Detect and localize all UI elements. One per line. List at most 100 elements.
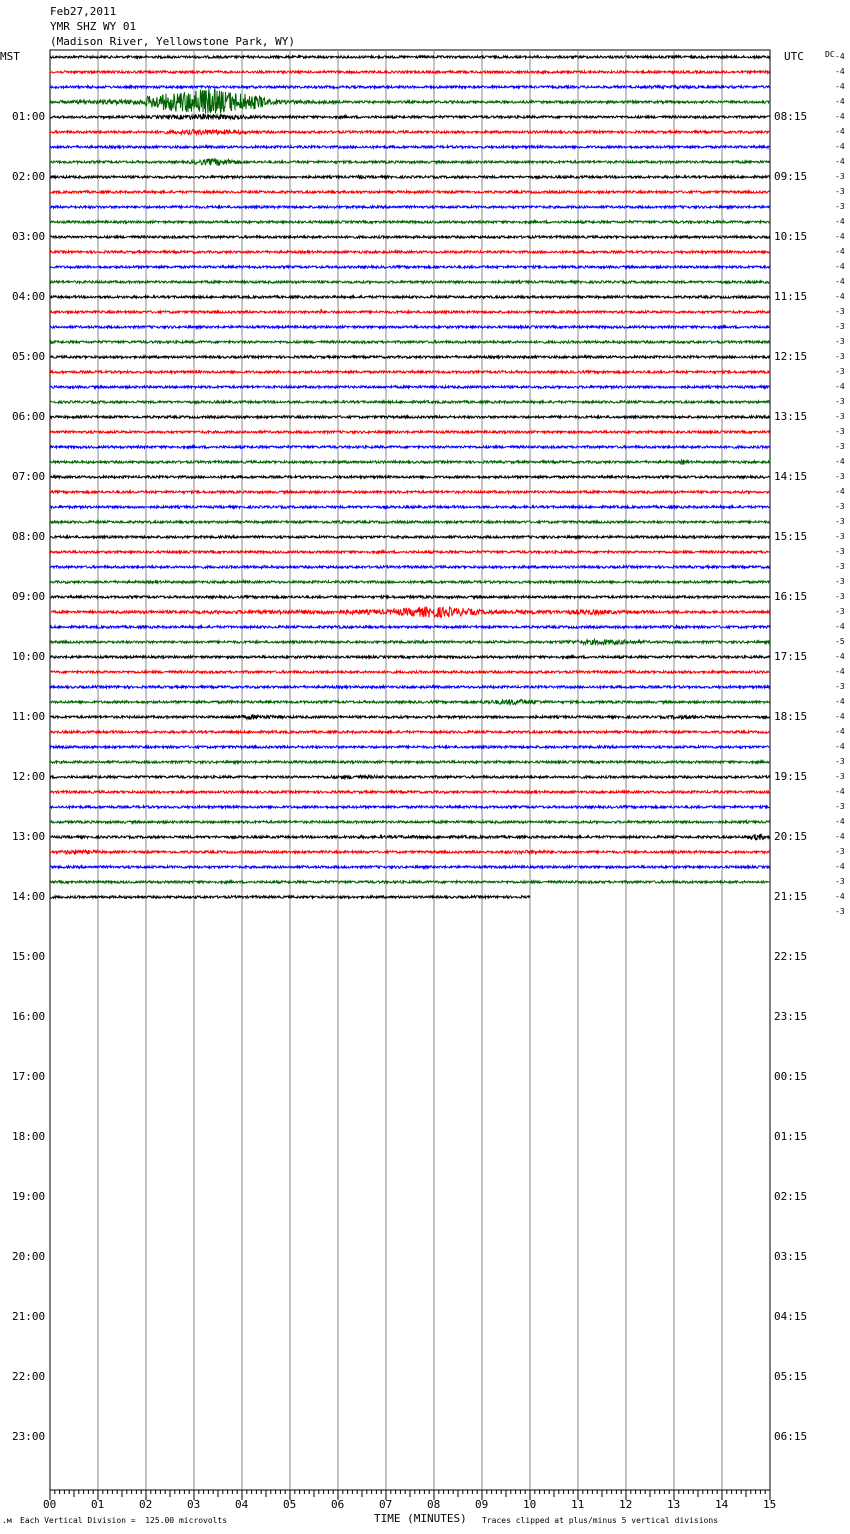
dc-offset-label: -3: [835, 187, 845, 196]
seismic-trace: [49, 533, 771, 541]
utc-hour-label: 21:15: [774, 890, 808, 903]
x-tick-label: 06: [331, 1498, 345, 1511]
dc-offset-label: -4: [835, 892, 845, 901]
mst-hour-label: 20:00: [12, 1250, 46, 1263]
dc-offset-label: -3: [835, 352, 845, 361]
seismic-trace: [49, 339, 771, 346]
x-tick-label: 05: [283, 1498, 297, 1511]
seismic-trace: [49, 683, 771, 691]
date-label: Feb27,2011: [50, 5, 117, 18]
utc-hour-label: 22:15: [774, 950, 808, 963]
seismic-trace: [49, 623, 771, 631]
mst-hour-label: 04:00: [12, 290, 46, 303]
mst-hour-label: 16:00: [12, 1010, 46, 1023]
dc-offset-label: -4: [835, 457, 845, 466]
x-tick-label: 02: [139, 1498, 153, 1511]
seismic-trace: [49, 863, 771, 871]
dc-offset-label: -4: [835, 742, 845, 751]
seismic-trace: [49, 668, 771, 676]
utc-hour-label: 15:15: [774, 530, 808, 543]
seismic-trace: [49, 548, 771, 556]
dc-offset-label: -5: [835, 637, 845, 646]
utc-hour-label: 09:15: [774, 170, 808, 183]
dc-offset-label: -3: [835, 397, 845, 406]
seismic-trace: [49, 263, 771, 271]
dc-offset-label: -4: [835, 712, 845, 721]
seismic-trace: [49, 503, 771, 511]
utc-hour-label: 03:15: [774, 1250, 808, 1263]
seismic-trace: [49, 203, 771, 211]
right-timezone-label: UTC: [784, 50, 804, 63]
x-tick-label: 04: [235, 1498, 249, 1511]
seismic-trace: [49, 218, 771, 226]
mst-hour-label: 15:00: [12, 950, 46, 963]
left-timezone-label: MST: [0, 50, 20, 63]
seismic-trace: [49, 428, 771, 436]
dc-offset-label: -4: [835, 817, 845, 826]
seismic-trace: [49, 88, 771, 114]
mst-hour-label: 17:00: [12, 1070, 46, 1083]
dc-offset-label: -3: [835, 577, 845, 586]
dc-offset-label: -4: [835, 52, 845, 61]
dc-offset-label: -4: [835, 82, 845, 91]
seismic-trace: [49, 112, 771, 121]
seismic-trace: [49, 383, 771, 391]
x-tick-label: 12: [619, 1498, 633, 1511]
dc-offset-label: -4: [835, 382, 845, 391]
utc-hour-label: 20:15: [774, 830, 808, 843]
dc-offset-label: -3: [835, 877, 845, 886]
seismic-trace: [49, 188, 771, 196]
seismic-trace: [49, 788, 771, 796]
x-tick-label: 14: [715, 1498, 729, 1511]
seismic-trace: [49, 488, 771, 496]
utc-hour-label: 19:15: [774, 770, 808, 783]
utc-hour-label: 01:15: [774, 1130, 808, 1143]
utc-hour-label: 06:15: [774, 1430, 808, 1443]
dc-offset-label: -4: [835, 262, 845, 271]
dc-offset-label: -3: [835, 502, 845, 511]
x-tick-label: 10: [523, 1498, 537, 1511]
utc-hour-label: 14:15: [774, 470, 808, 483]
utc-hour-label: 13:15: [774, 410, 808, 423]
seismic-trace: [49, 878, 771, 886]
mst-hour-label: 23:00: [12, 1430, 46, 1443]
seismic-trace: [49, 308, 771, 316]
seismic-trace: [49, 713, 771, 721]
mst-hour-label: 18:00: [12, 1130, 46, 1143]
seismic-trace: [49, 833, 771, 841]
seismic-trace: [49, 563, 771, 571]
dc-offset-label: -4: [835, 487, 845, 496]
mst-hour-label: 06:00: [12, 410, 46, 423]
mst-hour-label: 14:00: [12, 890, 46, 903]
mst-hour-label: 08:00: [12, 530, 46, 543]
seismic-trace: [49, 248, 771, 256]
utc-hour-label: 12:15: [774, 350, 808, 363]
seismic-trace: [49, 578, 771, 586]
dc-offset-label: -3: [835, 682, 845, 691]
dc-offset-label: -3: [835, 202, 845, 211]
utc-hour-label: 23:15: [774, 1010, 808, 1023]
seismic-trace: [49, 593, 771, 601]
utc-hour-label: 02:15: [774, 1190, 808, 1203]
mst-hour-label: 09:00: [12, 590, 46, 603]
mst-hour-label: 22:00: [12, 1370, 46, 1383]
station-label: YMR SHZ WY 01: [50, 20, 137, 33]
dc-offset-label: -4: [835, 232, 845, 241]
seismic-trace: [49, 83, 771, 91]
dc-offset-label: -4: [835, 217, 845, 226]
seismic-trace: [49, 893, 531, 901]
seismic-trace: [49, 53, 771, 61]
seismic-trace: [49, 518, 771, 526]
mst-hour-label: 19:00: [12, 1190, 46, 1203]
x-tick-label: 08: [427, 1498, 441, 1511]
dc-offset-label: -4: [835, 112, 845, 121]
dc-offset-label: -3: [835, 802, 845, 811]
utc-hour-label: 05:15: [774, 1370, 808, 1383]
dc-offset-label: -4: [835, 652, 845, 661]
location-label: (Madison River, Yellowstone Park, WY): [50, 35, 296, 48]
seismic-trace: [49, 803, 771, 811]
dc-offset-label: -3: [835, 907, 845, 916]
dc-offset-label: -4: [835, 697, 845, 706]
x-tick-label: 11: [571, 1498, 585, 1511]
